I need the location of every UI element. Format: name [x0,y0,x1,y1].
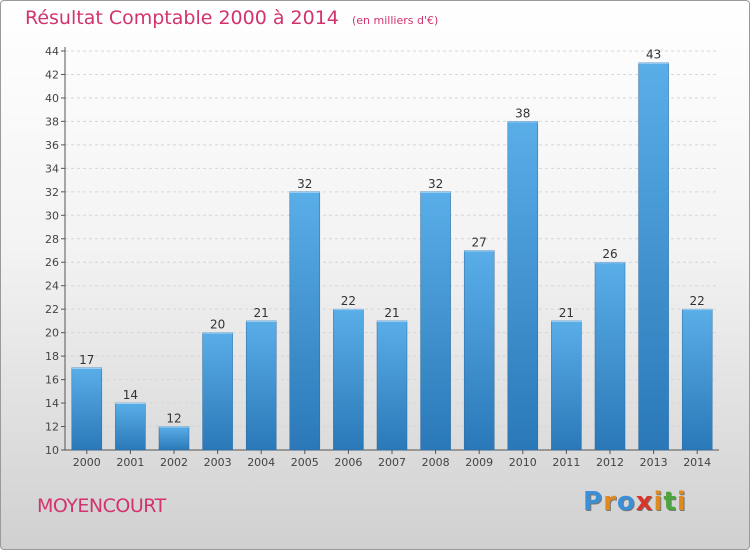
bar [202,332,233,451]
bar [115,402,146,451]
bars [71,62,713,451]
data-label: 43 [646,48,661,62]
bar [507,121,539,451]
data-labels: 17 14 12 20 21 32 22 21 32 27 38 21 26 43 22 [79,48,705,426]
proxiti-logo: Proxiti [583,487,687,517]
y-tick-label: 26 [45,256,59,269]
y-tick-labels: 10 12 14 16 18 20 22 24 26 28 30 32 34 36 38 40 42 44 [45,45,59,457]
bar [681,308,713,451]
bar [245,320,277,451]
data-label: 26 [602,247,617,261]
logo-letter: o [616,487,636,517]
y-tick-label: 38 [45,115,59,128]
data-label: 21 [254,306,269,320]
x-tick-label: 2001 [116,456,144,469]
x-tick-label: 2000 [73,456,101,469]
logo-letter: i [653,487,664,517]
logo-letter: i [676,487,687,517]
y-tick-label: 18 [45,350,59,363]
y-tick-label: 30 [45,209,59,222]
logo-letter: r [603,487,617,517]
bar [551,320,582,451]
y-tick-label: 24 [45,280,59,293]
bar [376,320,408,451]
logo-letter: t [663,487,677,517]
y-tick-label: 28 [45,233,59,246]
data-label: 21 [384,306,399,320]
y-tick-label: 12 [45,421,59,434]
y-tick-label: 44 [45,45,59,58]
data-label: 22 [341,294,356,308]
y-tick-label: 34 [45,162,59,175]
data-label: 12 [166,412,181,426]
x-tick-label: 2005 [291,456,319,469]
y-tick-label: 20 [45,327,59,340]
x-tick-label: 2012 [596,456,624,469]
data-label: 32 [297,177,312,191]
bar [594,261,626,451]
x-tick-label: 2013 [640,456,668,469]
x-tick-label: 2014 [683,456,711,469]
x-tick-label: 2002 [160,456,188,469]
bar [463,250,495,451]
data-label: 21 [559,306,574,320]
y-tick-label: 32 [45,186,59,199]
commune-name: MOYENCOURT [37,495,166,517]
data-label: 22 [690,294,705,308]
data-label: 20 [210,318,225,332]
data-label: 17 [79,353,94,367]
title-row: Résultat Comptable 2000 à 2014 (en milli… [25,7,438,29]
x-tick-label: 2003 [204,456,232,469]
y-tick-label: 36 [45,139,59,152]
x-tick-label: 2004 [247,456,275,469]
bar [420,191,451,451]
x-tick-label: 2006 [334,456,362,469]
y-tick-label: 16 [45,374,59,387]
data-label: 14 [123,388,138,402]
data-label: 32 [428,177,443,191]
x-tick-labels: 2000 2001 2002 2003 2004 2005 2006 2007 2008 2009… [73,450,711,469]
x-tick-label: 2010 [509,456,537,469]
x-tick-label: 2007 [378,456,406,469]
y-tick-label: 10 [45,444,59,457]
x-tick-label: 2011 [552,456,580,469]
bar [638,62,669,451]
chart-subtitle: (en milliers d'€) [351,14,439,27]
data-label: 38 [515,106,530,120]
logo-letter: x [635,487,654,517]
chart-title: Résultat Comptable 2000 à 2014 [25,7,339,29]
y-tick-label: 42 [45,68,59,81]
bar [333,308,364,451]
logo-letter: P [583,487,604,517]
data-label: 27 [472,236,487,250]
y-tick-label: 22 [45,303,59,316]
bar [158,426,190,451]
bar [71,367,103,451]
y-tick-label: 40 [45,92,59,105]
x-tick-label: 2009 [465,456,493,469]
y-tick-label: 14 [45,397,59,410]
x-tick-label: 2008 [422,456,450,469]
bar [289,191,321,451]
